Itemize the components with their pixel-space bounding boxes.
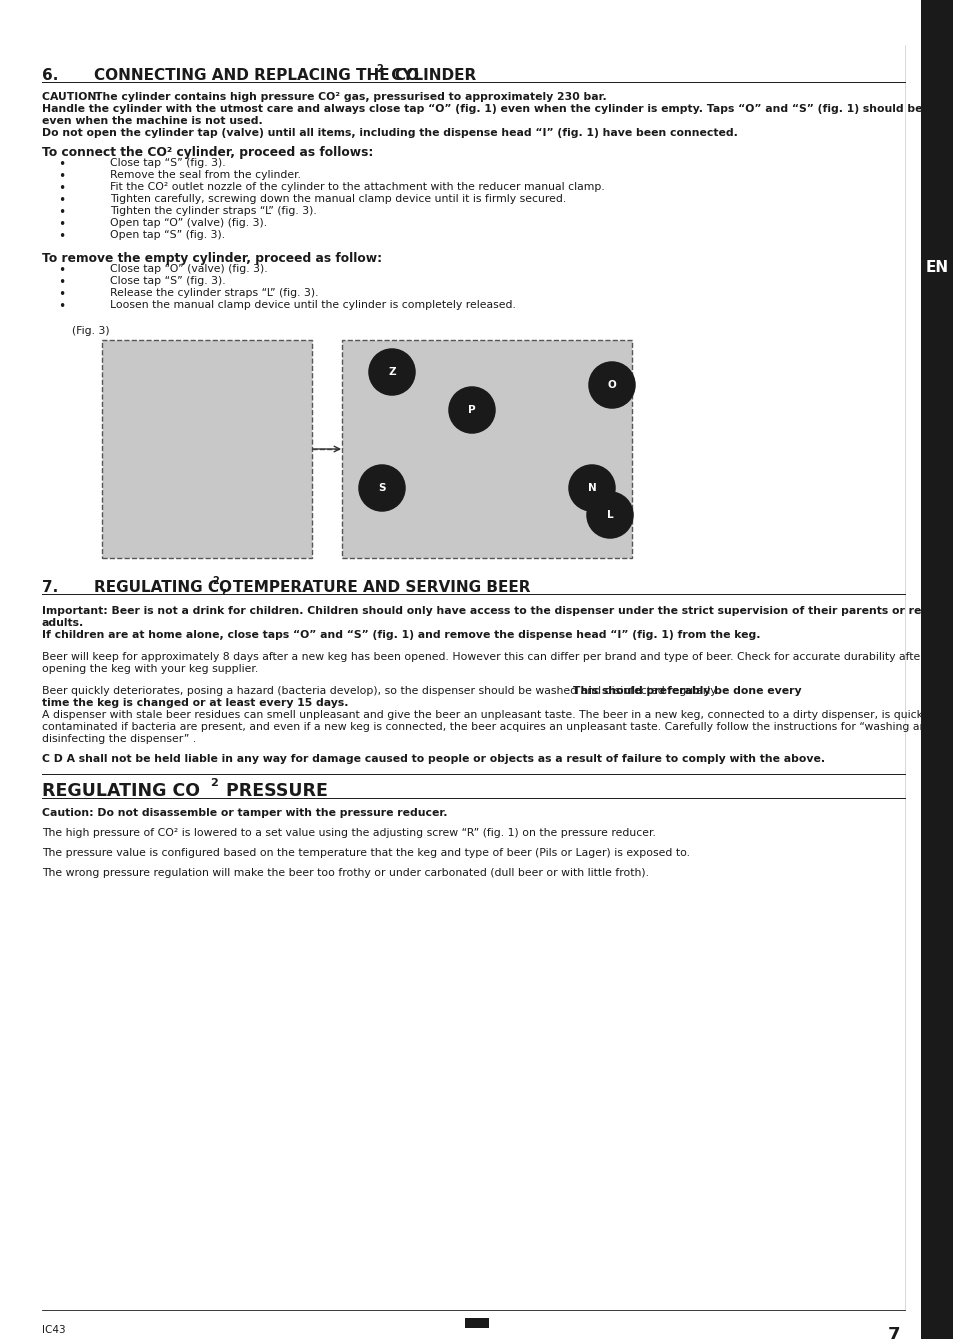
- Text: This should preferably be done every: This should preferably be done every: [572, 686, 801, 696]
- Text: C D A shall not be held liable in any way for damage caused to people or objects: C D A shall not be held liable in any wa…: [42, 754, 824, 765]
- Text: REGULATING CO: REGULATING CO: [94, 580, 232, 595]
- Text: adults.: adults.: [42, 619, 84, 628]
- Text: Tighten carefully, screwing down the manual clamp device until it is firmly secu: Tighten carefully, screwing down the man…: [110, 194, 566, 204]
- Text: time the keg is changed or at least every 15 days.: time the keg is changed or at least ever…: [42, 698, 348, 708]
- Bar: [464, 1318, 489, 1328]
- Text: Close tap “S” (fig. 3).: Close tap “S” (fig. 3).: [110, 276, 226, 287]
- Text: 2: 2: [212, 576, 218, 586]
- Text: •: •: [58, 288, 65, 301]
- Text: PRESSURE: PRESSURE: [220, 782, 328, 799]
- Text: •: •: [58, 276, 65, 289]
- Text: Important: Beer is not a drink for children. Children should only have access to: Important: Beer is not a drink for child…: [42, 607, 953, 616]
- Text: 2: 2: [375, 64, 382, 74]
- Text: Loosen the manual clamp device until the cylinder is completely released.: Loosen the manual clamp device until the…: [110, 300, 516, 311]
- Text: Caution: Do not disassemble or tamper with the pressure reducer.: Caution: Do not disassemble or tamper wi…: [42, 807, 447, 818]
- Text: N: N: [587, 483, 596, 493]
- Text: •: •: [58, 182, 65, 195]
- Text: L: L: [606, 510, 613, 520]
- Text: P: P: [468, 404, 476, 415]
- Text: CONNECTING AND REPLACING THE CO: CONNECTING AND REPLACING THE CO: [94, 68, 418, 83]
- Text: even when the machine is not used.: even when the machine is not used.: [42, 116, 262, 126]
- Text: Open tap “O” (valve) (fig. 3).: Open tap “O” (valve) (fig. 3).: [110, 218, 267, 228]
- Text: Z: Z: [388, 367, 395, 378]
- Text: contaminated if bacteria are present, and even if a new keg is connected, the be: contaminated if bacteria are present, an…: [42, 722, 932, 732]
- Text: Beer will keep for approximately 8 days after a new keg has been opened. However: Beer will keep for approximately 8 days …: [42, 652, 923, 661]
- Bar: [341, 340, 631, 558]
- Text: Release the cylinder straps “L” (fig. 3).: Release the cylinder straps “L” (fig. 3)…: [110, 288, 318, 299]
- Text: A dispenser with stale beer residues can smell unpleasant and give the beer an u: A dispenser with stale beer residues can…: [42, 710, 931, 720]
- Text: The high pressure of CO² is lowered to a set value using the adjusting screw “R”: The high pressure of CO² is lowered to a…: [42, 828, 656, 838]
- Text: O: O: [607, 380, 616, 390]
- Text: Remove the seal from the cylinder.: Remove the seal from the cylinder.: [110, 170, 301, 179]
- Text: If children are at home alone, close taps “O” and “S” (fig. 1) and remove the di: If children are at home alone, close tap…: [42, 631, 760, 640]
- Text: •: •: [58, 230, 65, 242]
- Text: Fit the CO² outlet nozzle of the cylinder to the attachment with the reducer man: Fit the CO² outlet nozzle of the cylinde…: [110, 182, 604, 191]
- Text: Tighten the cylinder straps “L” (fig. 3).: Tighten the cylinder straps “L” (fig. 3)…: [110, 206, 316, 216]
- Text: IC43: IC43: [42, 1326, 66, 1335]
- Text: CAUTION:: CAUTION:: [42, 92, 105, 102]
- Text: Do not open the cylinder tap (valve) until all items, including the dispense hea: Do not open the cylinder tap (valve) unt…: [42, 129, 737, 138]
- Text: REGULATING CO: REGULATING CO: [42, 782, 200, 799]
- Text: The cylinder contains high pressure CO² gas, pressurised to approximately 230 ba: The cylinder contains high pressure CO² …: [95, 92, 606, 102]
- Text: (Fig. 3): (Fig. 3): [71, 325, 110, 336]
- Bar: [920, 0, 953, 1339]
- Text: The pressure value is configured based on the temperature that the keg and type : The pressure value is configured based o…: [42, 848, 689, 858]
- Text: •: •: [58, 158, 65, 171]
- Text: •: •: [58, 264, 65, 277]
- Text: •: •: [58, 194, 65, 208]
- Text: Open tap “S” (fig. 3).: Open tap “S” (fig. 3).: [110, 230, 225, 240]
- Text: EN: EN: [925, 261, 948, 276]
- Text: •: •: [58, 218, 65, 232]
- Text: Close tap “S” (fig. 3).: Close tap “S” (fig. 3).: [110, 158, 226, 167]
- Text: To remove the empty cylinder, proceed as follow:: To remove the empty cylinder, proceed as…: [42, 252, 382, 265]
- Text: 6.: 6.: [42, 68, 58, 83]
- Text: , TEMPERATURE AND SERVING BEER: , TEMPERATURE AND SERVING BEER: [222, 580, 530, 595]
- Bar: [102, 340, 312, 558]
- Text: 7: 7: [886, 1326, 899, 1339]
- Text: Beer quickly deteriorates, posing a hazard (bacteria develop), so the dispenser : Beer quickly deteriorates, posing a haza…: [42, 686, 721, 696]
- Text: •: •: [58, 206, 65, 220]
- Text: CYLINDER: CYLINDER: [386, 68, 476, 83]
- Text: To connect the CO² cylinder, proceed as follows:: To connect the CO² cylinder, proceed as …: [42, 146, 373, 159]
- Text: Close tap “O” (valve) (fig. 3).: Close tap “O” (valve) (fig. 3).: [110, 264, 268, 274]
- Text: 2: 2: [210, 778, 217, 787]
- Text: The wrong pressure regulation will make the beer too frothy or under carbonated : The wrong pressure regulation will make …: [42, 868, 648, 878]
- Text: S: S: [377, 483, 385, 493]
- Text: •: •: [58, 170, 65, 183]
- Text: opening the keg with your keg supplier.: opening the keg with your keg supplier.: [42, 664, 258, 674]
- Text: 7.: 7.: [42, 580, 58, 595]
- Text: Handle the cylinder with the utmost care and always close tap “O” (fig. 1) even : Handle the cylinder with the utmost care…: [42, 104, 953, 114]
- Text: •: •: [58, 300, 65, 313]
- Text: disinfecting the dispenser” .: disinfecting the dispenser” .: [42, 734, 196, 744]
